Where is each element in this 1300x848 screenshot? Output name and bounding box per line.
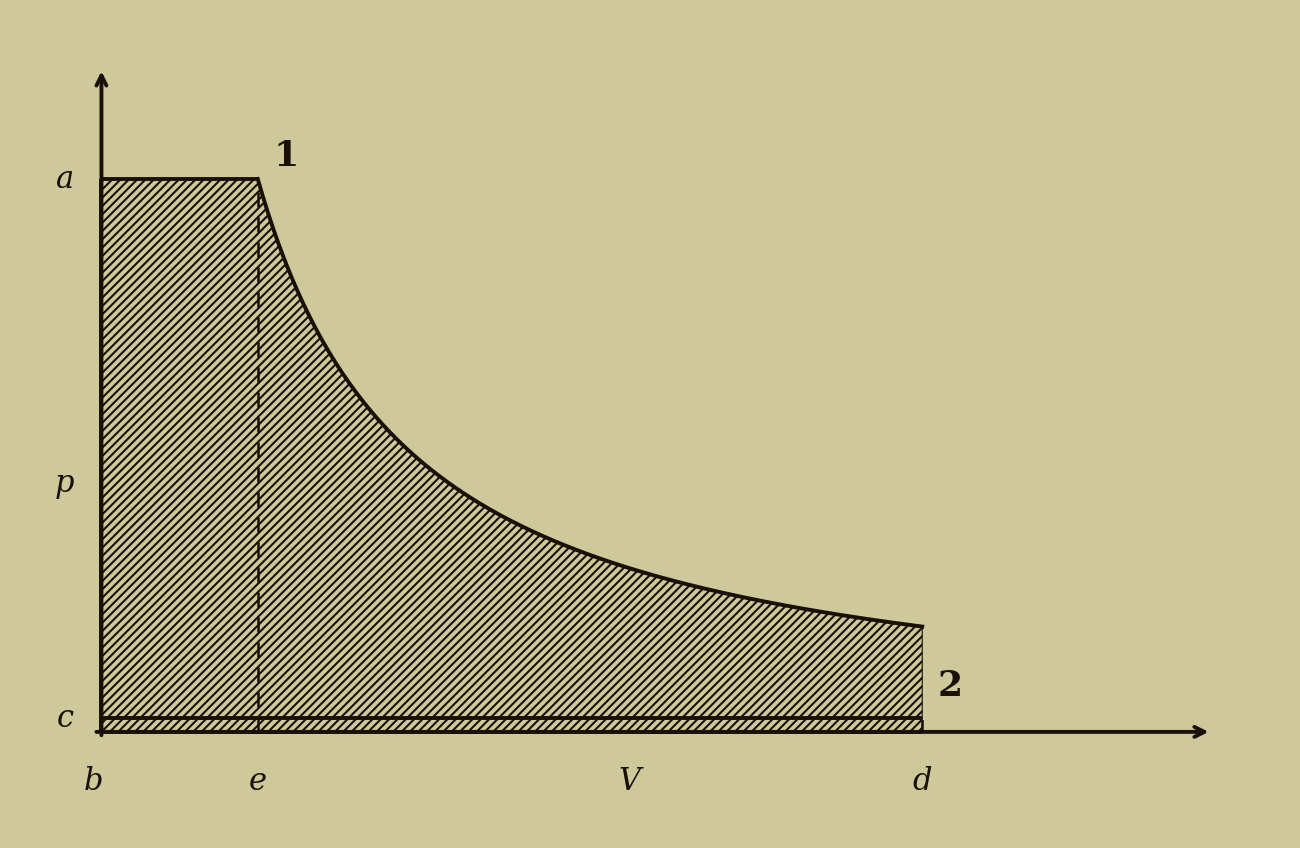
Text: V: V [618,766,640,796]
Text: e: e [248,766,266,796]
Text: 2: 2 [937,669,963,703]
Text: a: a [56,164,74,194]
Text: b: b [84,766,104,796]
Text: d: d [913,766,932,796]
Text: 1: 1 [273,139,299,173]
Text: c: c [57,703,74,734]
PathPatch shape [101,179,922,732]
Text: p: p [55,467,74,499]
